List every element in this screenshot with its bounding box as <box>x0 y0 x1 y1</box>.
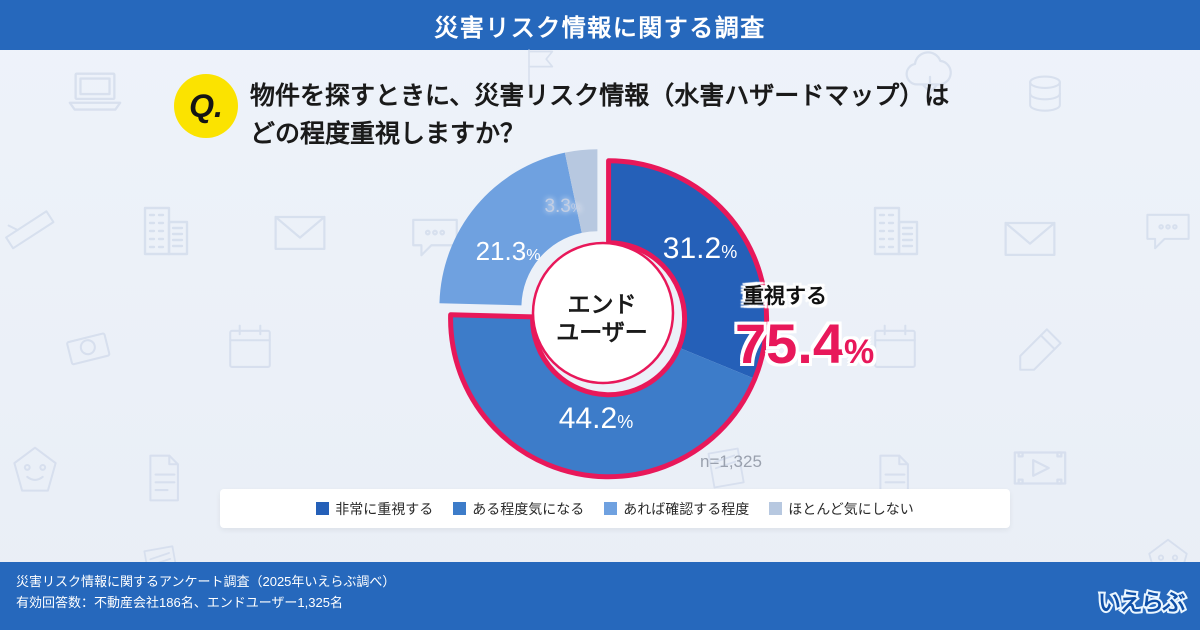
svg-text:エンド: エンド <box>568 291 637 317</box>
svg-text:ユーザー: ユーザー <box>556 319 648 345</box>
